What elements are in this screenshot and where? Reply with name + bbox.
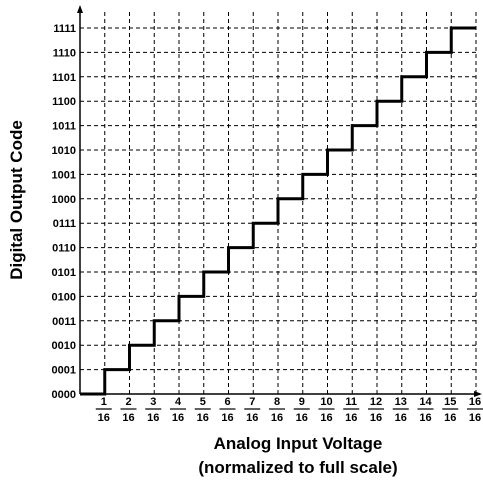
y-tick-label: 1100 — [52, 96, 76, 108]
y-tick-label: 0001 — [52, 365, 76, 377]
x-tick-denominator: 16 — [271, 412, 283, 424]
y-axis-arrow — [77, 5, 83, 13]
y-tick-label: 0010 — [52, 340, 76, 352]
y-tick-label: 0011 — [52, 316, 76, 328]
y-tick-labels: 0000 0001 0010 0011 0100 0101 0110 0111 1000 1001… — [52, 23, 76, 401]
x-tick-denominator: 16 — [395, 412, 407, 424]
x-tick-numerator: 8 — [274, 396, 280, 408]
x-tick-fraction: 316 — [145, 396, 162, 424]
x-tick-numerator: 3 — [150, 396, 156, 408]
x-tick-numerator: 13 — [395, 396, 407, 408]
y-tick-label: 1010 — [52, 145, 76, 157]
axes — [77, 5, 482, 397]
x-axis-title: Analog Input Voltage — [214, 434, 383, 453]
x-tick-fraction: 816 — [269, 396, 285, 424]
x-tick-numerator: 10 — [320, 396, 332, 408]
y-tick-label: 0000 — [52, 389, 76, 401]
x-tick-denominator: 16 — [172, 412, 184, 424]
y-tick-label: 1111 — [53, 23, 76, 35]
y-tick-label: 0111 — [53, 218, 76, 230]
x-tick-numerator: 16 — [469, 396, 481, 408]
x-tick-numerator: 4 — [175, 396, 182, 408]
y-tick-label: 1110 — [53, 47, 76, 59]
x-tick-fraction: 516 — [194, 396, 211, 424]
y-tick-label: 0101 — [52, 267, 76, 279]
x-tick-fraction: 916 — [293, 396, 310, 424]
x-tick-denominator: 16 — [197, 412, 209, 424]
x-tick-fraction: 116 — [95, 396, 112, 424]
y-tick-label: 0100 — [52, 291, 76, 303]
y-tick-label: 1001 — [52, 169, 76, 181]
x-tick-numerator: 6 — [224, 396, 230, 408]
x-tick-denominator: 16 — [345, 412, 357, 424]
y-tick-label: 1000 — [52, 194, 76, 206]
x-tick-numerator: 15 — [444, 396, 456, 408]
x-tick-denominator: 16 — [147, 412, 159, 424]
x-tick-numerator: 9 — [299, 396, 305, 408]
x-tick-fraction: 216 — [120, 396, 137, 424]
x-tick-fraction: 716 — [244, 396, 261, 424]
x-tick-denominator: 16 — [419, 412, 431, 424]
y-tick-label: 1011 — [52, 121, 76, 133]
y-axis-title: Digital Output Code — [7, 120, 26, 280]
x-tick-numerator: 1 — [101, 396, 107, 408]
x-tick-denominator: 16 — [320, 412, 332, 424]
x-tick-denominator: 16 — [246, 412, 258, 424]
x-tick-denominator: 16 — [296, 412, 308, 424]
x-tick-numerator: 14 — [419, 396, 432, 408]
x-tick-denominator: 16 — [98, 412, 110, 424]
x-tick-numerator: 12 — [370, 396, 382, 408]
x-tick-labels: 1162163164165166167168169161016111612161… — [95, 396, 483, 424]
x-tick-fraction: 616 — [219, 396, 236, 424]
x-tick-denominator: 16 — [221, 412, 233, 424]
x-tick-numerator: 7 — [249, 396, 255, 408]
x-tick-denominator: 16 — [469, 412, 481, 424]
x-tick-denominator: 16 — [122, 412, 134, 424]
staircase-line — [80, 26, 476, 396]
x-tick-numerator: 11 — [345, 396, 357, 408]
x-tick-denominator: 16 — [444, 412, 456, 424]
y-tick-label: 1101 — [52, 72, 76, 84]
x-tick-denominator: 16 — [370, 412, 382, 424]
x-tick-numerator: 2 — [125, 396, 131, 408]
x-axis-arrow — [474, 391, 482, 397]
x-tick-numerator: 5 — [200, 396, 206, 408]
x-axis-subtitle: (normalized to full scale) — [198, 458, 397, 477]
x-tick-fraction: 416 — [170, 396, 186, 424]
y-tick-label: 0110 — [52, 243, 76, 255]
